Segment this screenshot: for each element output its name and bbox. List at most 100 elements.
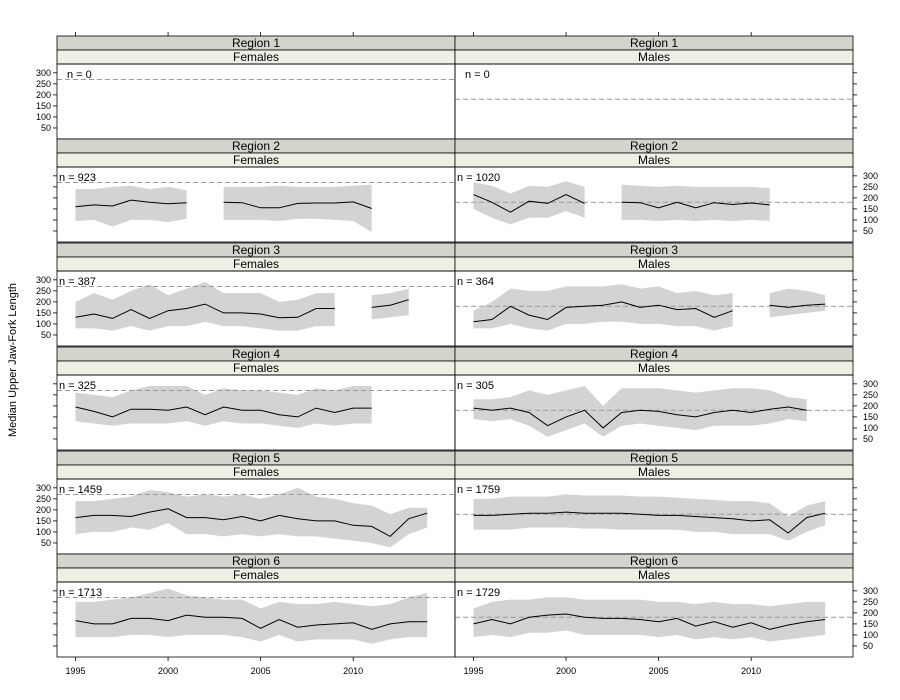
y-tick-label: 200 xyxy=(863,608,878,618)
y-tick-label: 50 xyxy=(863,226,873,236)
strip-sex-label: Females xyxy=(233,153,279,167)
panel-border xyxy=(454,166,854,243)
strip-region-label: Region 3 xyxy=(630,243,678,257)
median-line-segment-2 xyxy=(223,201,372,209)
strip-region-label: Region 2 xyxy=(630,139,678,153)
n-label: n = 325 xyxy=(59,380,96,392)
n-label: n = 1020 xyxy=(457,172,500,184)
strip-region-label: Region 1 xyxy=(630,36,678,50)
median-line-segment-1 xyxy=(473,406,807,429)
strip-sex-label: Males xyxy=(638,465,670,479)
strip-region-label: Region 2 xyxy=(232,139,280,153)
ribbon-segment-1 xyxy=(75,588,428,644)
panel-border xyxy=(56,63,456,140)
y-tick-label: 200 xyxy=(36,90,51,100)
y-tick-label: 150 xyxy=(36,101,51,111)
y-tick-label: 100 xyxy=(36,112,51,122)
n-label: n = 387 xyxy=(59,276,96,288)
y-tick-label: 300 xyxy=(863,171,878,181)
ribbon-segment-2 xyxy=(621,184,770,221)
ribbon-segment-1 xyxy=(75,487,428,548)
panel-border xyxy=(454,270,854,347)
y-tick-label: 50 xyxy=(41,123,51,133)
y-tick-label: 50 xyxy=(41,538,51,548)
median-line-segment-1 xyxy=(75,199,187,208)
ribbon-segment-2 xyxy=(769,288,826,318)
y-tick-label: 100 xyxy=(863,423,878,433)
panel-border xyxy=(454,63,854,140)
n-label: n = 0 xyxy=(67,69,92,81)
strip-region-label: Region 6 xyxy=(630,554,678,568)
strip-region-label: Region 6 xyxy=(232,554,280,568)
x-tick-label: 1995 xyxy=(65,666,85,676)
strip-sex-label: Males xyxy=(638,361,670,375)
strip-sex-label: Females xyxy=(233,361,279,375)
y-tick-label: 50 xyxy=(863,641,873,651)
median-line-segment-2 xyxy=(371,299,409,308)
x-tick-label: 2005 xyxy=(251,666,271,676)
y-tick-label: 200 xyxy=(36,505,51,515)
panel-border xyxy=(454,581,854,658)
y-tick-label: 100 xyxy=(863,630,878,640)
y-tick-label: 300 xyxy=(863,379,878,389)
n-label: n = 1729 xyxy=(457,587,500,599)
n-label: n = 923 xyxy=(59,172,96,184)
y-tick-label: 150 xyxy=(863,204,878,214)
median-line-segment-1 xyxy=(473,194,585,213)
ribbon-segment-1 xyxy=(473,597,826,642)
n-label: n = 1759 xyxy=(457,484,500,496)
median-line-segment-1 xyxy=(75,614,428,630)
y-tick-label: 50 xyxy=(41,330,51,340)
y-tick-label: 250 xyxy=(36,286,51,296)
y-axis-label: Median Upper Jaw-Fork Length xyxy=(7,283,19,437)
ribbon-segment-1 xyxy=(473,181,585,225)
y-tick-label: 250 xyxy=(863,182,878,192)
x-tick-label: 2010 xyxy=(741,666,761,676)
n-label: n = 1459 xyxy=(59,484,102,496)
y-tick-label: 300 xyxy=(36,483,51,493)
y-tick-label: 300 xyxy=(36,68,51,78)
y-tick-label: 250 xyxy=(36,494,51,504)
y-tick-label: 250 xyxy=(863,390,878,400)
x-tick-label: 2010 xyxy=(343,666,363,676)
n-label: n = 1713 xyxy=(59,587,102,599)
strip-sex-label: Females xyxy=(233,465,279,479)
panel-border xyxy=(454,374,854,451)
strip-sex-label: Males xyxy=(638,153,670,167)
strip-sex-label: Females xyxy=(233,568,279,582)
n-label: n = 364 xyxy=(457,276,494,288)
median-line-segment-2 xyxy=(769,303,826,308)
strip-sex-label: Males xyxy=(638,568,670,582)
strip-region-label: Region 1 xyxy=(232,36,280,50)
median-line-segment-1 xyxy=(473,301,733,323)
strip-region-label: Region 5 xyxy=(232,451,280,465)
y-tick-label: 100 xyxy=(36,319,51,329)
y-tick-label: 200 xyxy=(36,297,51,307)
x-tick-label: 2000 xyxy=(556,666,576,676)
strip-sex-label: Females xyxy=(233,50,279,64)
y-tick-label: 150 xyxy=(863,412,878,422)
y-tick-label: 100 xyxy=(36,527,51,537)
x-tick-label: 2005 xyxy=(649,666,669,676)
median-line-segment-1 xyxy=(473,511,826,534)
strip-region-label: Region 3 xyxy=(232,243,280,257)
y-tick-label: 200 xyxy=(863,193,878,203)
ribbon-segment-1 xyxy=(473,284,733,331)
strip-region-label: Region 4 xyxy=(630,347,678,361)
y-tick-label: 300 xyxy=(36,275,51,285)
x-tick-label: 2000 xyxy=(158,666,178,676)
ribbon-segment-1 xyxy=(473,494,826,541)
median-line-segment-1 xyxy=(75,303,335,319)
median-line-segment-1 xyxy=(75,406,372,418)
y-tick-label: 150 xyxy=(863,619,878,629)
